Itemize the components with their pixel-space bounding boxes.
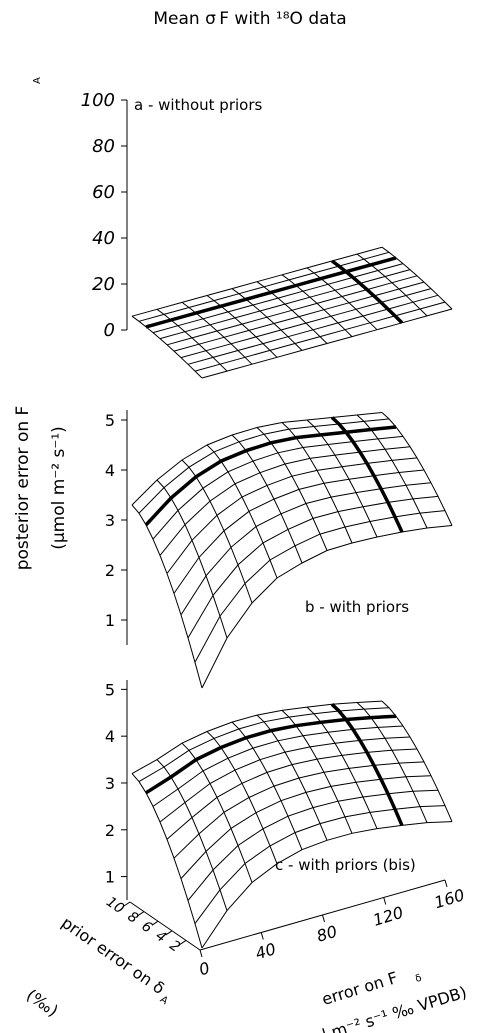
mesh-line-x-a-4	[231, 288, 303, 351]
z-tick-label-b-3: 4	[105, 461, 115, 480]
mesh-line-x-c-1	[156, 759, 228, 911]
mesh-line-x-b-9	[356, 414, 428, 529]
highlight-line-x-b	[330, 416, 404, 533]
mesh-line-x-a-6	[281, 274, 353, 337]
depth-tick-mark-2	[151, 920, 159, 926]
z-tick-label-b-2: 3	[105, 511, 115, 530]
z-tick-label-a-3: 60	[92, 182, 115, 203]
panel-b: b - with priors 1 2 3 4 5	[105, 410, 453, 689]
x-tick-label-1: 40	[253, 939, 278, 963]
panel-label-a: a - without priors	[134, 96, 262, 114]
y-axis-label-line2: (μmol m⁻² s⁻¹)	[49, 426, 69, 550]
x-tick-mark-4	[444, 879, 448, 888]
z-tick-label-c-1: 2	[105, 821, 115, 840]
mesh-line-x-c-4	[231, 721, 303, 850]
highlight-line-depth-a	[145, 256, 397, 329]
mesh-line-x-b-3	[206, 444, 278, 579]
mesh-line-x-b-4	[231, 434, 303, 564]
z-tick-label-c-2: 3	[105, 774, 115, 793]
z-tick-label-c-4: 5	[105, 680, 115, 699]
mesh-line-x-c-8	[331, 703, 403, 826]
mesh-line-x-a-5	[256, 281, 328, 344]
z-tick-label-a-5: 100	[81, 90, 115, 111]
x-axis-label-line1: error on F	[320, 968, 400, 1009]
x-tick-label-0: 0	[197, 958, 212, 979]
z-tick-label-a-0: 0	[104, 320, 115, 341]
panel-label-c: c - with priors (bis)	[275, 856, 416, 874]
depth-tick-label-0: 2	[166, 937, 183, 955]
x-axis-label-sub: δ	[414, 973, 423, 985]
x-axis-label-group: error on F δ (μmol m⁻² s⁻¹ ‰ VPDB)	[280, 968, 469, 1033]
x-tick-mark-1	[260, 932, 264, 940]
highlight-line-depth-b	[144, 425, 397, 527]
z-tick-label-b-4: 5	[105, 411, 115, 430]
panels: a - without priors 0 20 40 60 80 100 b - with p…	[81, 90, 453, 949]
mesh-line-x-b-0	[131, 504, 203, 689]
x-tick-mark-3	[383, 897, 387, 905]
panel-a: a - without priors 0 20 40 60 80 100	[81, 90, 453, 379]
mesh-line-x-a-2	[181, 301, 253, 365]
depth-axis-label-sub: A	[158, 994, 170, 1007]
depth-tick-mark-4	[123, 901, 131, 907]
mesh-line-x-c-2	[181, 742, 253, 883]
mesh-line-x-a-10	[381, 246, 453, 310]
mesh-line-x-b-6	[281, 422, 353, 544]
x-tick-label-2: 80	[314, 922, 339, 946]
highlight-line-x-c	[330, 703, 404, 827]
depth-axis-line	[129, 901, 201, 951]
mesh-line-x-a-9	[356, 253, 428, 317]
mesh-line-x-c-5	[256, 714, 328, 841]
chart-title: Mean σ F with ¹⁸O data	[153, 9, 346, 29]
depth-tick-mark-0	[179, 939, 187, 945]
depth-tick-label-2: 6	[138, 918, 155, 936]
depth-tick-mark-1	[165, 930, 173, 936]
mesh-line-x-a-0	[131, 315, 203, 379]
mesh-line-x-c-10	[381, 700, 453, 822]
panel-c: c - with priors (bis) 1 2 3 4 5	[105, 680, 453, 949]
mesh-line-x-b-2	[181, 459, 253, 604]
highlight-line-x-a	[330, 259, 404, 325]
z-tick-label-a-2: 40	[92, 228, 115, 249]
depth-tick-label-1: 4	[152, 928, 168, 946]
mesh-line-depth-b-0	[131, 412, 383, 506]
x-tick-mark-0	[199, 949, 203, 958]
mesh-line-x-b-5	[256, 427, 328, 551]
z-tick-label-a-1: 20	[92, 274, 115, 295]
y-axis-label-sub: A	[32, 77, 43, 84]
mesh-line-x-c-7	[306, 706, 378, 829]
depth-axis-label-group: prior error on δ A	[58, 913, 170, 1007]
mesh-line-x-c-9	[356, 702, 428, 823]
depth-tick-label-3: 8	[124, 909, 141, 927]
z-tick-label-b-1: 2	[105, 561, 115, 580]
mesh-line-x-c-3	[206, 731, 278, 864]
mesh-line-x-b-7	[306, 419, 378, 538]
y-axis-label-group: posterior error on F (μmol m⁻² s⁻¹)	[13, 406, 69, 571]
mesh-line-x-a-1	[156, 308, 228, 372]
mesh-line-x-b-1	[156, 479, 228, 639]
highlight-line-depth-c	[145, 714, 397, 795]
mesh-line-x-a-3	[206, 295, 278, 358]
z-tick-label-b-0: 1	[105, 611, 115, 630]
z-tick-label-a-4: 80	[92, 136, 115, 157]
x-tick-mark-2	[322, 914, 325, 923]
depth-tick-label-4: 10	[103, 894, 127, 917]
panel-label-b: b - with priors	[305, 598, 409, 616]
mesh-line-x-c-6	[281, 710, 353, 834]
mesh-line-x-a-7	[306, 267, 378, 331]
z-tick-label-c-3: 4	[105, 727, 115, 746]
x-tick-label-4: 160	[432, 885, 467, 912]
mesh-line-x-c-0	[131, 773, 203, 949]
depth-axis-label-line2: (‰)	[23, 985, 62, 1020]
y-axis-label-line1: posterior error on F	[13, 406, 33, 571]
z-tick-label-c-0: 1	[105, 868, 115, 887]
depth-tick-mark-3	[137, 911, 145, 917]
mesh-line-x-b-10	[381, 412, 453, 526]
x-tick-label-3: 120	[371, 903, 406, 930]
